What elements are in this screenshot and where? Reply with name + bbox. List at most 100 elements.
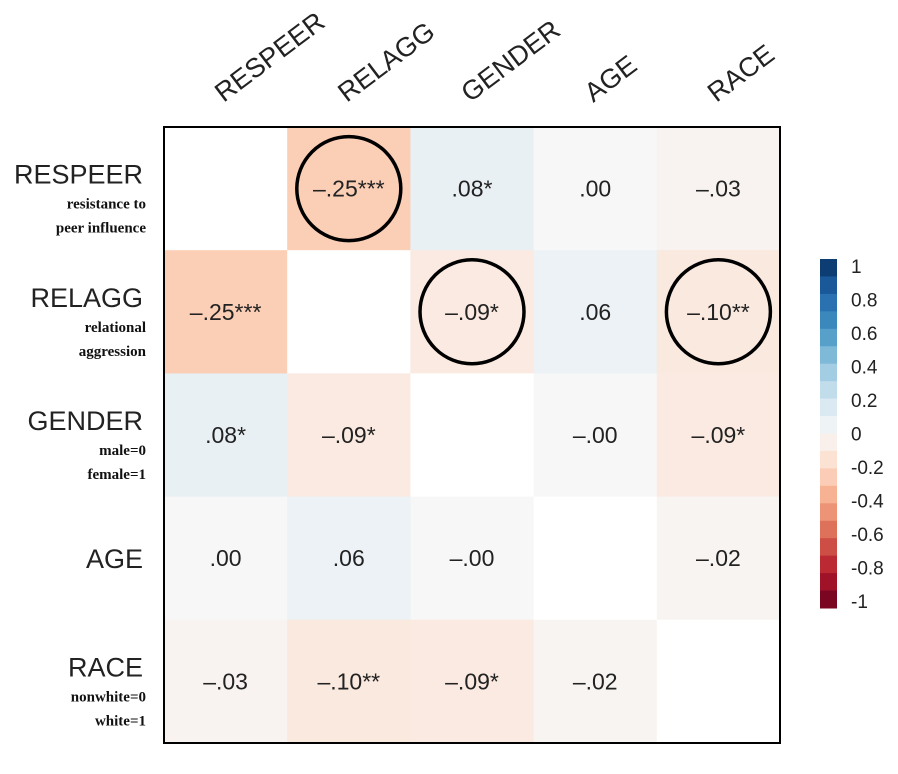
cell-label-4-2: –.09* (445, 668, 499, 694)
cell-label-1-3: .06 (579, 299, 611, 325)
heatmap-cell-2-0 (164, 373, 288, 498)
legend-tick-0: 1 (851, 257, 862, 278)
column-label-race: RACE (702, 39, 780, 108)
legend-swatch-9 (820, 416, 837, 434)
heatmap-cell-1-1 (287, 250, 411, 374)
heatmap-cell-4-2 (410, 619, 535, 744)
cell-label-3-4: –.02 (696, 545, 741, 571)
row-label-relagg: RELAGG (30, 283, 143, 313)
heatmap-cell-4-0 (164, 619, 288, 744)
heatmap-cell-1-0 (164, 250, 288, 374)
cell-label-1-4: –.10** (687, 299, 750, 325)
heatmap-cell-0-3 (533, 127, 658, 251)
heatmap-cell-2-2 (410, 373, 535, 498)
matrix-border (163, 126, 781, 744)
highlight-circle-1-2 (418, 258, 526, 366)
legend-swatch-11 (820, 450, 837, 469)
legend-tick-10: -1 (851, 592, 868, 613)
column-label-respeer: RESPEER (209, 6, 330, 108)
cell-label-0-2: .08* (452, 176, 493, 202)
row-label-age: AGE (86, 544, 143, 574)
legend-swatch-0 (820, 259, 837, 277)
legend-swatch-3 (820, 311, 837, 330)
circles-layer (295, 134, 773, 366)
legend-swatch-6 (820, 363, 837, 382)
legend-swatch-2 (820, 293, 837, 312)
legend-swatch-7 (820, 381, 837, 400)
heatmap-cell-0-1 (287, 127, 411, 251)
heatmap-cell-2-3 (533, 373, 658, 498)
heatmap-cell-2-1 (287, 373, 411, 498)
cell-text-layer: –.25*** .08* .00 –.03 –.25*** –.09* .06 –.10**.… (190, 176, 750, 695)
legend-swatch-12 (820, 468, 837, 487)
heatmap-cell-1-4 (656, 250, 781, 374)
cell-label-2-0: .08* (205, 422, 246, 448)
row-label-gender: GENDER (27, 406, 143, 436)
legend-swatch-19 (820, 590, 837, 609)
column-label-age: AGE (579, 50, 643, 108)
legend-swatch-4 (820, 328, 837, 347)
legend-tick-5: 0 (851, 425, 862, 446)
row-labels: RESPEER resistance to peer influence RELAGG… (14, 160, 147, 730)
cell-label-3-1: .06 (333, 545, 365, 571)
highlight-circle-1-4 (664, 258, 773, 366)
legend-tick-8: -0.6 (851, 525, 884, 546)
legend-swatch-10 (820, 433, 837, 452)
row-description-gender-0: male=0 (99, 443, 146, 459)
heatmap-cell-4-3 (533, 619, 658, 744)
row-description-gender-1: female=1 (87, 467, 146, 483)
heatmap-cell-2-4 (656, 373, 781, 498)
heatmap-cell-3-4 (656, 496, 781, 621)
column-label-relagg: RELAGG (332, 16, 440, 108)
cell-label-0-1: –.25*** (313, 176, 385, 202)
heatmap-cell-3-3 (533, 496, 658, 621)
row-description-respeer-0: resistance to (67, 197, 146, 213)
row-description-race-1: white=1 (95, 713, 146, 729)
column-labels: RESPEER RELAGG GENDER AGE RACE (209, 6, 780, 108)
cell-label-2-3: –.00 (573, 422, 618, 448)
legend-tick-6: -0.2 (851, 458, 884, 479)
cell-label-1-2: –.09* (445, 299, 499, 325)
heatmap-cell-3-1 (287, 496, 411, 621)
cell-label-3-0: .00 (210, 545, 242, 571)
legend-swatch-16 (820, 538, 837, 557)
cell-label-4-1: –.10** (317, 668, 380, 694)
cell-label-4-3: –.02 (573, 668, 618, 694)
legend-swatch-15 (820, 520, 837, 539)
heatmap-cell-1-3 (533, 250, 658, 374)
cell-label-4-0: –.03 (203, 668, 248, 694)
cell-label-1-0: –.25*** (190, 299, 262, 325)
cells-layer (164, 127, 781, 744)
legend-swatch-13 (820, 485, 837, 504)
color-legend: 1 0.8 0.6 0.4 0.2 0 -0.2 -0.4 -0.6 -0.8 -1 (820, 257, 884, 613)
legend-tick-1: 0.8 (851, 291, 877, 312)
legend-swatch-18 (820, 573, 837, 592)
legend-tick-4: 0.2 (851, 391, 877, 412)
heatmap-cell-0-0 (164, 127, 288, 251)
legend-tick-9: -0.8 (851, 559, 884, 580)
row-description-relagg-1: aggression (79, 344, 147, 360)
heatmap-cell-0-4 (656, 127, 781, 251)
row-description-race-0: nonwhite=0 (71, 689, 146, 705)
cell-label-3-2: –.00 (450, 545, 495, 571)
row-label-respeer: RESPEER (14, 160, 143, 190)
legend-tick-3: 0.4 (851, 358, 878, 379)
heatmap-cell-3-2 (410, 496, 535, 621)
row-label-race: RACE (68, 652, 143, 682)
row-description-relagg-0: relational (85, 320, 146, 336)
heatmap-cell-4-4 (656, 619, 781, 744)
legend-tick-7: -0.4 (851, 492, 884, 513)
column-label-gender: GENDER (456, 14, 566, 107)
legend-swatch-1 (820, 276, 837, 295)
highlight-circle-0-1 (295, 134, 403, 243)
legend-tick-2: 0.6 (851, 324, 877, 345)
cell-label-0-4: –.03 (696, 176, 741, 202)
heatmap-cell-3-0 (164, 496, 288, 621)
cell-label-0-3: .00 (579, 176, 611, 202)
row-description-respeer-1: peer influence (56, 221, 146, 237)
cell-label-2-4: –.09* (692, 422, 746, 448)
heatmap-cell-1-2 (410, 250, 535, 374)
legend-swatch-5 (820, 346, 837, 365)
legend-swatch-14 (820, 503, 837, 522)
